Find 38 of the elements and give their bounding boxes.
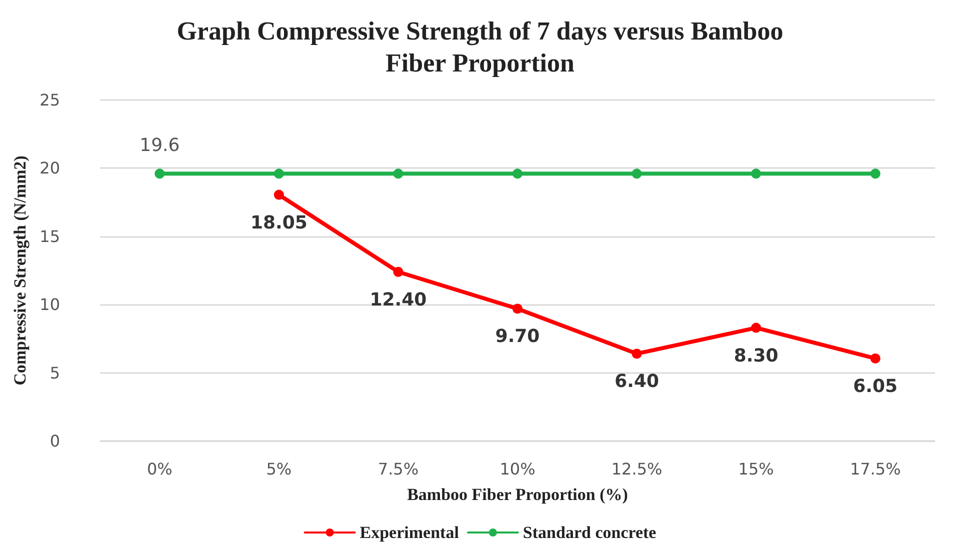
point <box>274 190 284 200</box>
data-label: 9.70 <box>495 326 540 348</box>
x-tick-label: 0% <box>146 460 172 478</box>
x-axis-title: Bamboo Fiber Proportion (%) <box>407 485 628 504</box>
y-tick-label: 20 <box>40 158 60 178</box>
point <box>393 266 404 277</box>
point <box>512 304 522 314</box>
point <box>751 168 762 179</box>
y-tick-label: 25 <box>40 90 60 110</box>
y-tick-label: 0 <box>50 432 60 450</box>
x-tick-label: 10% <box>500 460 536 478</box>
y-tick-label: 10 <box>40 295 60 314</box>
data-label: 6.05 <box>853 376 898 397</box>
point <box>751 322 762 333</box>
y-tick-label: 5 <box>50 363 60 382</box>
x-tick-label: 5% <box>266 460 292 478</box>
data-label: 19.6 <box>140 135 180 156</box>
point <box>870 353 880 364</box>
data-label: 18.05 <box>250 212 308 234</box>
x-tick-label: 12.5% <box>611 460 662 478</box>
legend-label: Standard concrete <box>522 523 657 542</box>
data-label: 8.30 <box>734 345 778 366</box>
point <box>154 168 165 179</box>
data-label: 6.40 <box>614 371 659 392</box>
point <box>632 348 642 359</box>
x-tick-label: 17.5% <box>850 460 901 478</box>
y-tick-label: 15 <box>40 226 60 246</box>
legend-label: Experimental <box>360 523 460 542</box>
point <box>870 168 880 179</box>
chart-title: Graph Compressive Strength of 7 days versus Bamboo Fiber Proportion <box>176 16 784 78</box>
point <box>632 168 642 179</box>
x-tick-label: 7.5% <box>378 460 419 478</box>
point <box>274 168 284 179</box>
point <box>393 168 404 179</box>
point <box>512 168 522 179</box>
x-tick-label: 15% <box>738 460 774 478</box>
y-axis-title: Compressive Strength (N/mm2) <box>10 156 30 386</box>
data-label: 12.40 <box>370 289 427 310</box>
